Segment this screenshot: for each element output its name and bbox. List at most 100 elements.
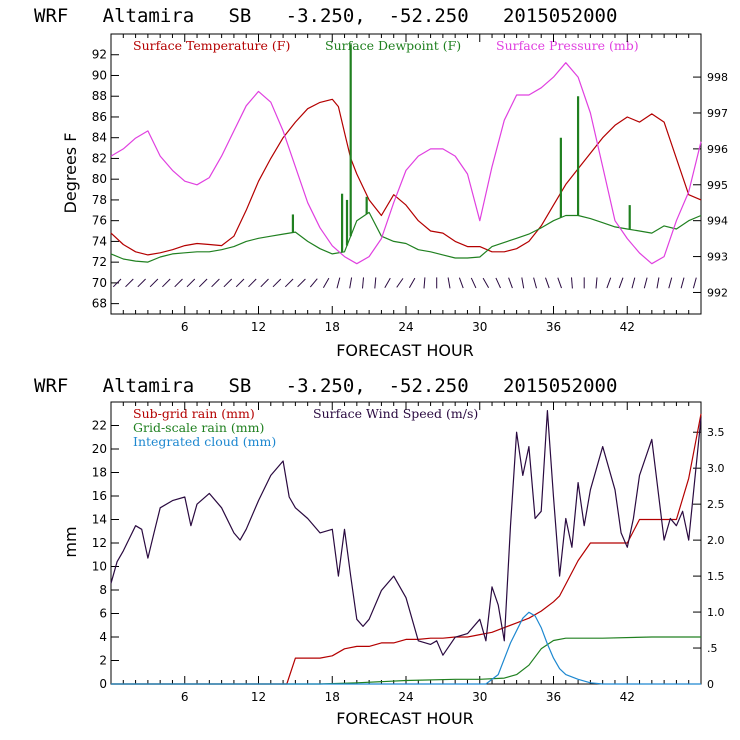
bottom-y2-tick-label: 2.0 <box>707 534 725 547</box>
top-x-tick-label: 6 <box>181 320 189 334</box>
wind-barb <box>272 278 282 288</box>
series-line-dewpoint <box>110 211 702 263</box>
chart-marks: 6 12 18 24 30 36 42687072747678808284868890929… <box>92 33 728 704</box>
bottom-y2-tick-label: 1.0 <box>707 606 725 619</box>
top-chart-title: WRF Altamira SB -3.250, -52.250 20150520… <box>34 5 617 27</box>
bottom-y-tick-label: 10 <box>92 560 107 574</box>
wind-barb <box>692 277 697 289</box>
top-x-tick-label: 36 <box>546 320 561 334</box>
bottom-y-tick-label: 18 <box>92 466 107 480</box>
wind-barb <box>174 278 183 288</box>
top-y-tick-label: 88 <box>92 89 107 103</box>
bottom-y2-tick-label: 3.5 <box>707 426 725 439</box>
bottom-y-tick-label: 14 <box>92 513 107 527</box>
top-plot-frame <box>110 33 702 315</box>
wind-barb <box>260 278 269 288</box>
top-y-tick-label: 84 <box>92 131 107 145</box>
wind-barb <box>595 277 598 289</box>
wind-barb <box>235 278 245 288</box>
top-y-tick-label: 86 <box>92 110 107 124</box>
wind-barb <box>606 277 612 289</box>
bottom-y-tick-label: 0 <box>99 677 107 691</box>
wind-barb <box>656 277 660 289</box>
top-y-tick-label: 70 <box>92 276 107 290</box>
bottom-x-tick-label: 42 <box>620 690 635 704</box>
wind-barb <box>423 277 426 289</box>
bottom-x-tick-label: 30 <box>472 690 487 704</box>
wind-barb <box>521 277 525 289</box>
top-y-tick-label: 92 <box>92 48 107 62</box>
wind-barb <box>408 277 416 288</box>
wind-barb <box>680 277 685 289</box>
wind-barb <box>112 278 122 288</box>
wind-barb <box>198 278 208 288</box>
top-x-tick-label: 12 <box>251 320 266 334</box>
top-x-tick-label: 24 <box>398 320 413 334</box>
wind-barb <box>374 277 377 289</box>
bottom-y2-tick-label: .5 <box>707 642 718 655</box>
wind-barb <box>396 278 404 288</box>
bottom-y-tick-label: 6 <box>99 607 107 621</box>
top-y-tick-label: 78 <box>92 193 107 207</box>
bottom-y2-tick-label: 1.5 <box>707 570 725 583</box>
top-y-tick-label: 74 <box>92 234 107 248</box>
wind-barb <box>336 277 341 289</box>
wind-barb <box>458 277 464 289</box>
wind-barb <box>557 277 562 289</box>
wind-barb <box>384 277 391 288</box>
top-x-tick-label: 42 <box>620 320 635 334</box>
bottom-y2-tick-label: 3.0 <box>707 462 725 475</box>
wind-barb <box>322 277 330 288</box>
bottom-y-axis-label: mm <box>61 526 80 557</box>
wind-barb <box>125 278 134 288</box>
bottom-y-tick-label: 12 <box>92 536 107 550</box>
wind-barb <box>149 278 159 288</box>
wind-barb <box>571 277 573 289</box>
top-y-tick-label: 72 <box>92 255 107 269</box>
wind-barb <box>309 278 318 288</box>
top-y2-tick-label: 997 <box>707 107 728 120</box>
bottom-y-tick-label: 2 <box>99 654 107 668</box>
top-y2-tick-label: 992 <box>707 286 728 299</box>
bottom-x-tick-label: 12 <box>251 690 266 704</box>
top-y2-tick-label: 994 <box>707 215 728 228</box>
top-y-tick-label: 82 <box>92 151 107 165</box>
top-x-tick-label: 18 <box>325 320 340 334</box>
wind-barb <box>284 278 294 288</box>
series-line-temperature <box>110 98 702 256</box>
legend-subgrid-rain: Sub-grid rain (mm) <box>133 406 255 421</box>
series-line-subgrid <box>111 413 702 685</box>
bottom-chart-title: WRF Altamira SB -3.250, -52.250 20150520… <box>34 375 617 397</box>
bottom-y2-tick-label: 2.5 <box>707 498 725 511</box>
bottom-x-tick-label: 6 <box>181 690 189 704</box>
wind-barb <box>137 278 146 288</box>
series-line-cloud <box>111 611 701 685</box>
top-y2-tick-label: 995 <box>707 179 728 192</box>
top-y-tick-label: 80 <box>92 172 107 186</box>
wind-barb <box>533 277 537 289</box>
wind-barb <box>508 277 513 289</box>
bottom-y-tick-label: 4 <box>99 630 107 644</box>
bottom-y-tick-label: 22 <box>92 419 107 433</box>
wind-barb <box>362 277 364 289</box>
legend-surface-temperature: Surface Temperature (F) <box>133 38 290 53</box>
wind-barb <box>211 278 220 288</box>
bottom-y-tick-label: 20 <box>92 442 107 456</box>
series-line-wind <box>110 410 702 656</box>
bottom-x-tick-label: 18 <box>325 690 340 704</box>
legend-surface-wind-speed: Surface Wind Speed (m/s) <box>313 406 478 421</box>
wind-barb <box>248 278 257 288</box>
bottom-x-axis-label: FORECAST HOUR <box>336 709 474 728</box>
top-x-axis-label: FORECAST HOUR <box>336 341 474 360</box>
series-line-pressure <box>110 62 702 265</box>
top-y2-tick-label: 993 <box>707 251 728 264</box>
wind-barb <box>482 277 490 288</box>
wind-barb <box>223 278 233 288</box>
wind-barb <box>618 277 624 289</box>
wind-barb <box>186 278 196 288</box>
top-y-axis-label: Degrees F <box>61 133 80 214</box>
wind-barb <box>631 277 636 289</box>
legend-grid-scale-rain: Grid-scale rain (mm) <box>133 420 264 435</box>
